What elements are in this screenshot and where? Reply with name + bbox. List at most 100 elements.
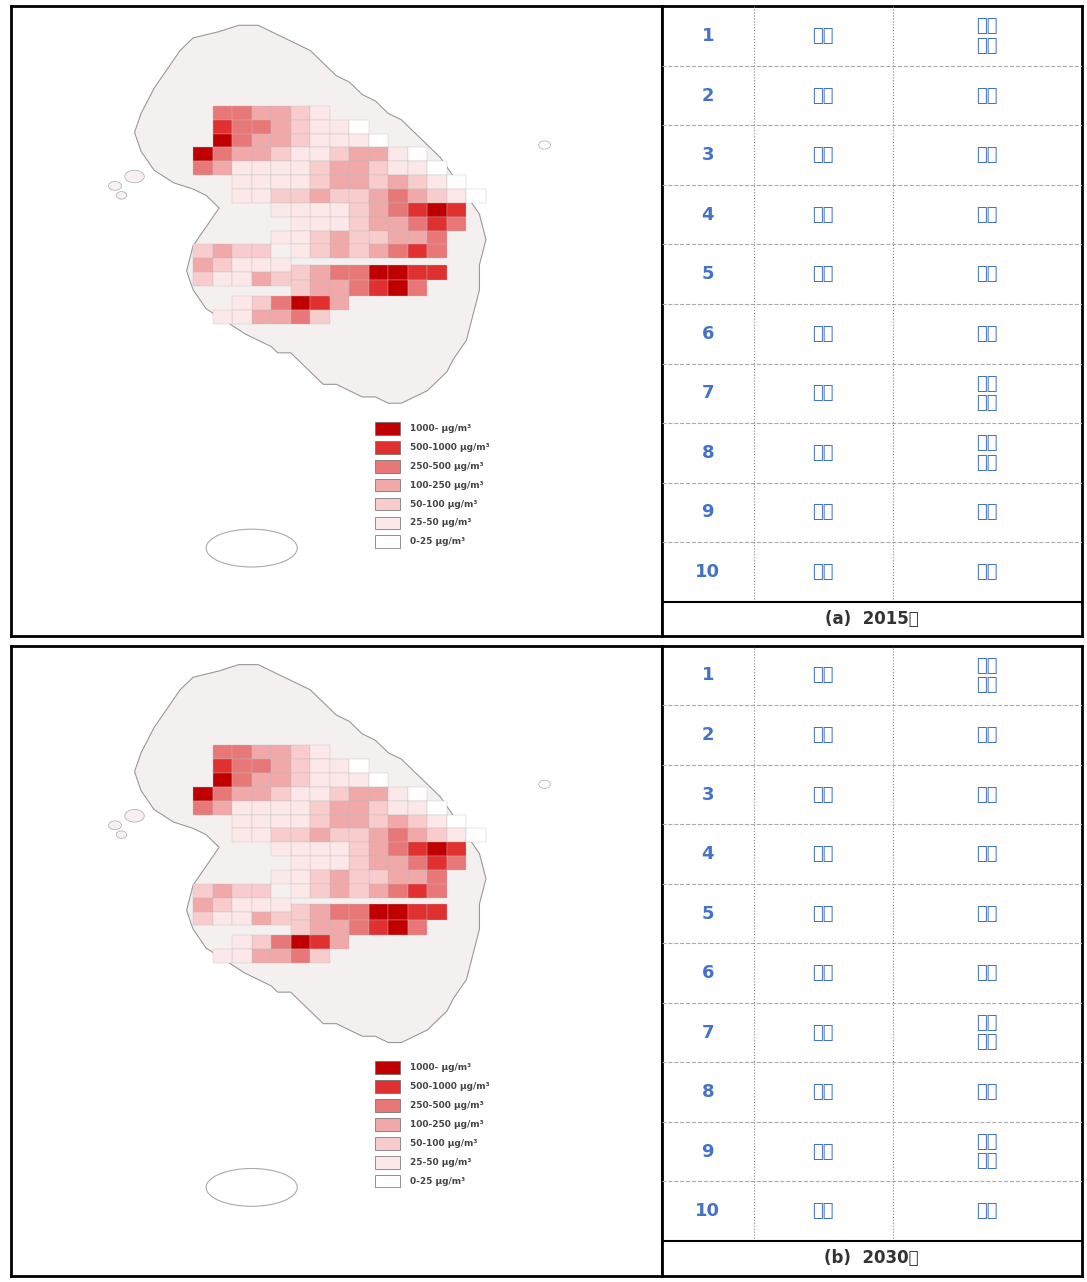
Bar xyxy=(271,842,290,856)
Bar xyxy=(213,272,233,286)
Bar xyxy=(329,147,349,162)
Bar xyxy=(388,801,408,814)
Text: 경남: 경남 xyxy=(813,1142,834,1160)
Bar xyxy=(408,828,427,842)
Bar xyxy=(290,787,310,801)
Text: 9: 9 xyxy=(701,504,714,522)
Bar xyxy=(310,745,329,759)
Bar xyxy=(290,814,310,828)
Bar xyxy=(329,264,349,281)
Text: 포항
남구: 포항 남구 xyxy=(976,18,998,55)
Bar xyxy=(388,188,408,203)
Bar xyxy=(329,883,349,897)
Bar xyxy=(213,245,233,259)
Bar xyxy=(310,759,329,773)
Bar xyxy=(329,231,349,245)
Bar xyxy=(233,310,252,324)
Bar xyxy=(193,147,213,162)
Bar xyxy=(233,773,252,787)
Bar xyxy=(408,801,427,814)
Bar xyxy=(193,162,213,176)
Bar xyxy=(290,870,310,883)
Bar xyxy=(310,133,329,147)
Bar xyxy=(271,203,290,217)
Bar xyxy=(252,272,271,286)
Bar xyxy=(368,842,388,856)
Bar xyxy=(368,870,388,883)
Text: 0-25 μg/m³: 0-25 μg/m³ xyxy=(410,1177,465,1186)
Bar xyxy=(310,119,329,133)
Bar xyxy=(233,828,252,842)
Bar xyxy=(408,203,427,217)
Text: 울산: 울산 xyxy=(813,1083,834,1101)
Bar xyxy=(271,897,290,912)
Bar xyxy=(408,231,427,245)
Bar xyxy=(408,814,427,828)
Bar xyxy=(408,919,427,936)
Text: 1000- μg/m³: 1000- μg/m³ xyxy=(410,1063,471,1072)
Bar xyxy=(233,759,252,773)
Bar xyxy=(233,133,252,147)
Text: 250-500 μg/m³: 250-500 μg/m³ xyxy=(410,1101,484,1110)
Bar xyxy=(368,787,388,801)
Bar xyxy=(252,883,271,897)
Bar xyxy=(427,188,447,203)
Bar xyxy=(368,147,388,162)
Bar xyxy=(193,897,213,912)
Bar xyxy=(271,745,290,759)
Text: 10: 10 xyxy=(696,1203,721,1220)
Text: 부산: 부산 xyxy=(813,563,834,581)
Bar xyxy=(271,870,290,883)
Text: 10: 10 xyxy=(696,563,721,581)
Text: 부산: 부산 xyxy=(813,786,834,804)
Text: 4: 4 xyxy=(701,845,714,863)
Bar xyxy=(271,814,290,828)
Text: 8: 8 xyxy=(701,1083,714,1101)
Bar xyxy=(310,919,329,936)
Polygon shape xyxy=(135,664,486,1042)
Bar xyxy=(271,119,290,133)
Bar xyxy=(271,231,290,245)
Bar xyxy=(388,203,408,217)
Bar xyxy=(310,856,329,870)
Text: 부산: 부산 xyxy=(813,726,834,744)
Bar xyxy=(368,176,388,188)
Bar xyxy=(447,188,466,203)
Bar xyxy=(233,147,252,162)
Bar xyxy=(290,281,310,296)
Bar xyxy=(408,856,427,870)
Ellipse shape xyxy=(125,171,145,183)
Bar xyxy=(290,231,310,245)
Bar xyxy=(233,936,252,949)
Bar xyxy=(233,745,252,759)
Bar xyxy=(408,162,427,176)
Bar xyxy=(213,106,233,119)
Bar xyxy=(349,245,368,259)
Text: 경북: 경북 xyxy=(813,667,834,685)
Text: 25-50 μg/m³: 25-50 μg/m³ xyxy=(410,1158,471,1167)
Text: 창원
진해: 창원 진해 xyxy=(976,1014,998,1051)
Bar xyxy=(408,188,427,203)
Bar xyxy=(349,147,368,162)
Bar xyxy=(213,745,233,759)
Bar xyxy=(349,801,368,814)
Bar xyxy=(310,842,329,856)
Bar xyxy=(349,856,368,870)
Bar xyxy=(233,949,252,963)
Text: 50-100 μg/m³: 50-100 μg/m³ xyxy=(410,1138,477,1147)
Bar xyxy=(290,176,310,188)
Bar xyxy=(349,203,368,217)
Bar xyxy=(310,773,329,787)
Bar xyxy=(213,259,233,272)
Bar xyxy=(447,856,466,870)
Bar xyxy=(427,870,447,883)
Bar xyxy=(375,1081,400,1094)
Text: 포항
남구: 포항 남구 xyxy=(976,656,998,694)
Text: 충남: 충남 xyxy=(813,845,834,863)
Bar xyxy=(447,176,466,188)
Bar xyxy=(310,949,329,963)
Text: 5: 5 xyxy=(701,265,714,283)
Text: 0-25 μg/m³: 0-25 μg/m³ xyxy=(410,537,465,546)
Bar xyxy=(368,133,388,147)
Bar xyxy=(329,281,349,296)
